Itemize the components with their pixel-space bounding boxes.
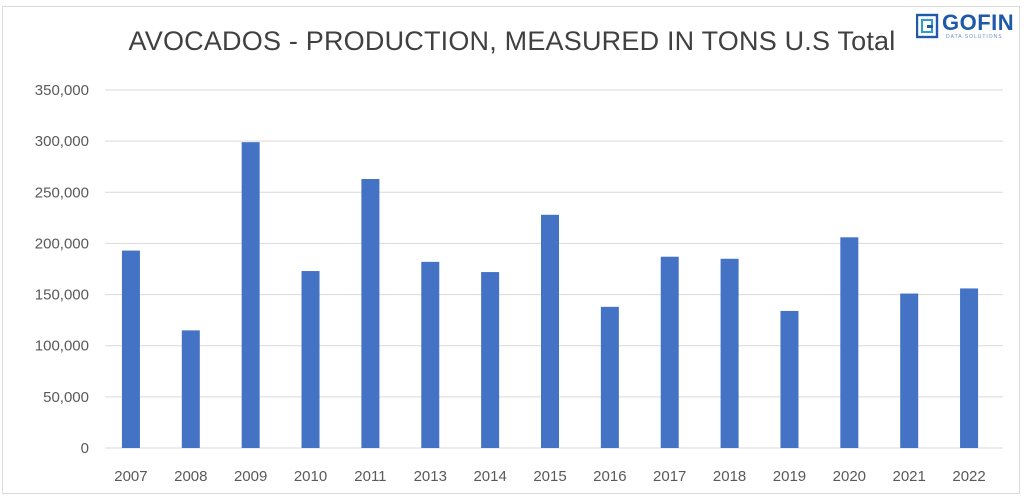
- x-axis-ticks: 2007 2008 2009 2010 2011 2013 2014 2015 2016 2017…: [114, 468, 986, 485]
- y-tick-label: 50,000: [43, 389, 89, 406]
- y-tick-label: 350,000: [35, 82, 89, 99]
- x-tick-label: 2013: [414, 468, 447, 485]
- y-tick-label: 300,000: [35, 133, 89, 150]
- x-tick-label: 2015: [533, 468, 566, 485]
- y-tick-label: 200,000: [35, 235, 89, 252]
- gofin-logo-icon: [916, 13, 939, 39]
- x-tick-label: 2011: [354, 468, 386, 485]
- x-tick-label: 2010: [294, 468, 327, 485]
- y-axis-ticks: 0 50,000 100,000 150,000 200,000 250,000 300,0…: [35, 82, 89, 457]
- y-tick-label: 150,000: [35, 287, 89, 304]
- x-tick-label: 2016: [593, 468, 626, 485]
- brand-logo: GOFIN DATA SOLUTIONS: [916, 10, 1022, 44]
- x-tick-label: 2022: [952, 468, 985, 485]
- bar-2020: [840, 237, 859, 448]
- bar-2022: [960, 288, 979, 448]
- bar-2016: [600, 306, 619, 448]
- x-tick-label: 2018: [713, 468, 746, 485]
- bar-2013: [421, 261, 440, 448]
- x-tick-label: 2009: [234, 468, 267, 485]
- bar-2017: [660, 256, 679, 448]
- bar-2015: [541, 214, 559, 448]
- bar-2007: [121, 250, 140, 448]
- bar-2021: [900, 293, 919, 448]
- logo-subtext: DATA SOLUTIONS: [946, 34, 1003, 40]
- logo-text: GOFIN: [942, 10, 1015, 35]
- x-tick-label: 2007: [114, 468, 147, 485]
- bar-2009: [241, 142, 260, 448]
- x-tick-label: 2017: [653, 468, 686, 485]
- x-tick-label: 2014: [473, 468, 506, 485]
- chart-title: AVOCADOS - PRODUCTION, MEASURED IN TONS …: [128, 26, 896, 56]
- y-tick-label: 100,000: [35, 338, 89, 355]
- bar-2019: [780, 310, 799, 448]
- x-tick-label: 2020: [833, 468, 866, 485]
- x-tick-label: 2019: [773, 468, 806, 485]
- x-tick-label: 2008: [174, 468, 207, 485]
- bars: [121, 142, 979, 448]
- x-tick-label: 2021: [893, 468, 926, 485]
- bar-2014: [481, 272, 500, 448]
- bar-2011: [361, 178, 380, 448]
- bar-2008: [181, 330, 200, 448]
- y-tick-label: 250,000: [35, 184, 89, 201]
- bar-2010: [301, 271, 320, 448]
- bar-2018: [720, 258, 739, 448]
- y-tick-label: 0: [81, 440, 89, 457]
